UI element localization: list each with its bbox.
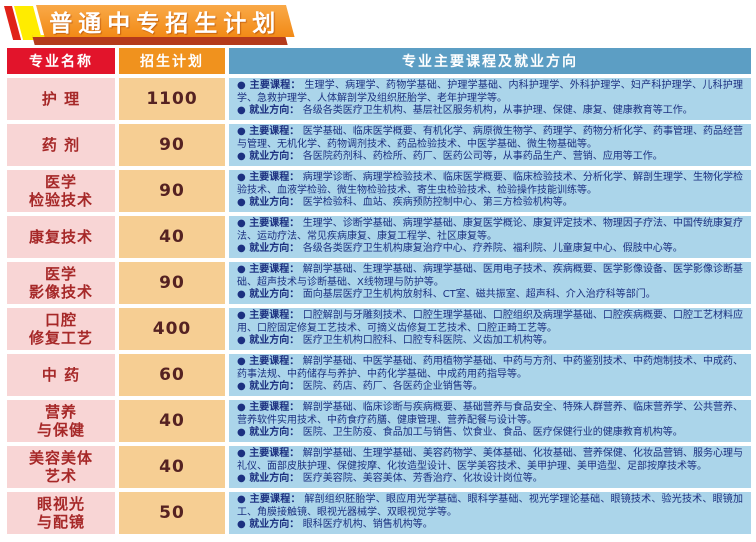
jobs-line: ● 就业方向： 各级各类医疗卫生机构康复治疗中心、疗养院、福利院、儿童康复中心、… — [237, 243, 743, 255]
plan-count: 40 — [119, 400, 225, 442]
courses-text: 生理学、病理学、药物学基础、护理学基础、内科护理学、外科护理学、妇产科护理学、儿… — [237, 80, 743, 104]
column-header-major: 专业名称 — [7, 48, 115, 74]
jobs-label: ● 就业方向： — [237, 381, 303, 393]
jobs-line: ● 就业方向： 面向基层医疗卫生机构放射科、CT室、磁共振室、超声科、介入治疗科… — [237, 289, 743, 301]
courses-label: ● 主要课程： — [237, 402, 303, 414]
jobs-label: ● 就业方向： — [237, 519, 303, 531]
jobs-text: 眼科医疗机构、销售机构等。 — [302, 519, 433, 531]
courses-label: ● 主要课程： — [237, 172, 303, 184]
jobs-text: 医学检验科、血站、疾病预防控制中心、第三方检验机构等。 — [302, 197, 573, 209]
jobs-line: ● 就业方向： 眼科医疗机构、销售机构等。 — [237, 519, 743, 531]
plan-count: 90 — [119, 262, 225, 304]
course-cell: ● 主要课程： 解剖学基础、生理学基础、病理学基础、医用电子技术、疾病概要、医学… — [229, 262, 751, 304]
jobs-label: ● 就业方向： — [237, 151, 303, 163]
courses-label: ● 主要课程： — [237, 310, 303, 322]
courses-text: 病理学诊断、病理学检验技术、临床医学概要、临床检验技术、分析化学、解剖生理学、生… — [237, 172, 743, 196]
courses-line: ● 主要课程： 病理学诊断、病理学检验技术、临床医学概要、临床检验技术、分析化学… — [237, 172, 743, 197]
courses-text: 解剖学基础、生理学基础、美容药物学、美体基础、化妆基础、营养保健、化妆品营销、服… — [237, 448, 743, 472]
jobs-label: ● 就业方向： — [237, 427, 303, 439]
course-cell: ● 主要课程： 解剖组织胚胎学、眼应用光学基础、眼科学基础、视光学理论基础、眼镜… — [229, 492, 751, 534]
jobs-line: ● 就业方向： 医院、卫生防疫、食品加工与销售、饮食业、食品、医疗保健行业的健康… — [237, 427, 743, 439]
courses-line: ● 主要课程： 解剖学基础、生理学基础、病理学基础、医用电子技术、疾病概要、医学… — [237, 264, 743, 289]
courses-label: ● 主要课程： — [237, 448, 303, 460]
courses-line: ● 主要课程： 解剖学基础、生理学基础、美容药物学、美体基础、化妆基础、营养保健… — [237, 448, 743, 473]
jobs-line: ● 就业方向： 各医院药剂科、药检所、药厂、医药公司等，从事药品生产、营销、应用… — [237, 151, 743, 163]
courses-text: 口腔解剖与牙雕刻技术、口腔生理学基础、口腔组织及病理学基础、口腔疾病概要、口腔工… — [237, 310, 743, 334]
jobs-label: ● 就业方向： — [237, 197, 303, 209]
courses-text: 解剖学基础、临床诊断与疾病概要、基础营养与食品安全、特殊人群营养、临床营养学、公… — [237, 402, 743, 426]
major-name: 护 理 — [7, 78, 115, 120]
jobs-line: ● 就业方向： 医疗美容院、美容美体、芳香治疗、化妆设计岗位等。 — [237, 473, 743, 485]
courses-text: 解剖学基础、中医学基础、药用植物学基础、中药与方剂、中药鉴别技术、中药炮制技术、… — [237, 356, 743, 380]
page-title: 普通中专招生计划 — [49, 11, 282, 37]
jobs-text: 各医院药剂科、药检所、药厂、医药公司等，从事药品生产、营销、应用等工作。 — [302, 151, 663, 163]
plan-count: 40 — [119, 446, 225, 488]
jobs-line: ● 就业方向： 医学检验科、血站、疾病预防控制中心、第三方检验机构等。 — [237, 197, 743, 209]
courses-line: ● 主要课程： 口腔解剖与牙雕刻技术、口腔生理学基础、口腔组织及病理学基础、口腔… — [237, 310, 743, 335]
courses-line: ● 主要课程： 生理学、病理学、药物学基础、护理学基础、内科护理学、外科护理学、… — [237, 80, 743, 105]
courses-label: ● 主要课程： — [237, 494, 305, 506]
column-header-courses: 专业主要课程及就业方向 — [229, 48, 751, 74]
major-name: 医学 影像技术 — [7, 262, 115, 304]
course-cell: ● 主要课程： 病理学诊断、病理学检验技术、临床医学概要、临床检验技术、分析化学… — [229, 170, 751, 212]
jobs-label: ● 就业方向： — [237, 335, 303, 347]
courses-line: ● 主要课程： 解剖学基础、中医学基础、药用植物学基础、中药与方剂、中药鉴别技术… — [237, 356, 743, 381]
jobs-label: ● 就业方向： — [237, 105, 303, 117]
jobs-text: 医院、卫生防疫、食品加工与销售、饮食业、食品、医疗保健行业的健康教育机构等。 — [302, 427, 683, 439]
jobs-line: ● 就业方向： 各级各类医疗卫生机构、基层社区服务机构，从事护理、保健、康复、健… — [237, 105, 743, 117]
jobs-text: 医院、药店、药厂、各医药企业销售等。 — [302, 381, 483, 393]
course-cell: ● 主要课程： 生理学、病理学、药物学基础、护理学基础、内科护理学、外科护理学、… — [229, 78, 751, 120]
courses-line: ● 主要课程： 医学基础、临床医学概要、有机化学、病原微生物学、药理学、药物分析… — [237, 126, 743, 151]
major-name: 中 药 — [7, 354, 115, 396]
course-cell: ● 主要课程： 生理学、诊断学基础、病理学基础、康复医学概论、康复评定技术、物理… — [229, 216, 751, 258]
courses-label: ● 主要课程： — [237, 264, 303, 276]
plan-count: 90 — [119, 170, 225, 212]
courses-label: ● 主要课程： — [237, 356, 303, 368]
banner-plate: 普通中专招生计划 — [36, 5, 295, 37]
jobs-label: ● 就业方向： — [237, 289, 303, 301]
jobs-text: 面向基层医疗卫生机构放射科、CT室、磁共振室、超声科、介入治疗科等部门。 — [302, 289, 656, 301]
jobs-line: ● 就业方向： 医院、药店、药厂、各医药企业销售等。 — [237, 381, 743, 393]
major-name: 口腔 修复工艺 — [7, 308, 115, 350]
plan-count: 50 — [119, 492, 225, 534]
jobs-text: 各级各类医疗卫生机构、基层社区服务机构，从事护理、保健、康复、健康教育等工作。 — [302, 105, 693, 117]
plan-count: 1100 — [119, 78, 225, 120]
jobs-text: 各级各类医疗卫生机构康复治疗中心、疗养院、福利院、儿童康复中心、假肢中心等。 — [302, 243, 683, 255]
course-cell: ● 主要课程： 医学基础、临床医学概要、有机化学、病原微生物学、药理学、药物分析… — [229, 124, 751, 166]
course-cell: ● 主要课程： 解剖学基础、临床诊断与疾病概要、基础营养与食品安全、特殊人群营养… — [229, 400, 751, 442]
major-name: 药 剂 — [7, 124, 115, 166]
major-name: 眼视光 与配镜 — [7, 492, 115, 534]
courses-line: ● 主要课程： 解剖学基础、临床诊断与疾病概要、基础营养与食品安全、特殊人群营养… — [237, 402, 743, 427]
courses-label: ● 主要课程： — [237, 218, 303, 230]
course-cell: ● 主要课程： 解剖学基础、生理学基础、美容药物学、美体基础、化妆基础、营养保健… — [229, 446, 751, 488]
courses-line: ● 主要课程： 生理学、诊断学基础、病理学基础、康复医学概论、康复评定技术、物理… — [237, 218, 743, 243]
courses-text: 解剖学基础、生理学基础、病理学基础、医用电子技术、疾病概要、医学影像设备、医学影… — [237, 264, 743, 288]
courses-text: 医学基础、临床医学概要、有机化学、病原微生物学、药理学、药物分析化学、药事管理、… — [237, 126, 743, 150]
courses-label: ● 主要课程： — [237, 126, 303, 138]
courses-text: 生理学、诊断学基础、病理学基础、康复医学概论、康复评定技术、物理因子疗法、中国传… — [237, 218, 743, 242]
major-name: 康复技术 — [7, 216, 115, 258]
plan-count: 60 — [119, 354, 225, 396]
jobs-text: 医疗卫生机构口腔科、口腔专科医院、义齿加工机构等。 — [302, 335, 553, 347]
major-name: 营养 与保健 — [7, 400, 115, 442]
plan-count: 400 — [119, 308, 225, 350]
jobs-label: ● 就业方向： — [237, 473, 303, 485]
major-name: 美容美体 艺术 — [7, 446, 115, 488]
courses-text: 解剖组织胚胎学、眼应用光学基础、眼科学基础、视光学理论基础、眼镜技术、验光技术、… — [237, 494, 743, 518]
plan-count: 90 — [119, 124, 225, 166]
plan-count: 40 — [119, 216, 225, 258]
enrollment-table: 专业名称 招生计划 专业主要课程及就业方向 护 理 1100 ● 主要课程： 生… — [7, 48, 751, 534]
jobs-text: 医疗美容院、美容美体、芳香治疗、化妆设计岗位等。 — [302, 473, 543, 485]
major-name: 医学 检验技术 — [7, 170, 115, 212]
jobs-label: ● 就业方向： — [237, 243, 303, 255]
column-header-plan: 招生计划 — [119, 48, 225, 74]
course-cell: ● 主要课程： 口腔解剖与牙雕刻技术、口腔生理学基础、口腔组织及病理学基础、口腔… — [229, 308, 751, 350]
courses-label: ● 主要课程： — [237, 80, 305, 92]
jobs-line: ● 就业方向： 医疗卫生机构口腔科、口腔专科医院、义齿加工机构等。 — [237, 335, 743, 347]
course-cell: ● 主要课程： 解剖学基础、中医学基础、药用植物学基础、中药与方剂、中药鉴别技术… — [229, 354, 751, 396]
courses-line: ● 主要课程： 解剖组织胚胎学、眼应用光学基础、眼科学基础、视光学理论基础、眼镜… — [237, 494, 743, 519]
title-banner: 普通中专招生计划 — [0, 0, 756, 46]
